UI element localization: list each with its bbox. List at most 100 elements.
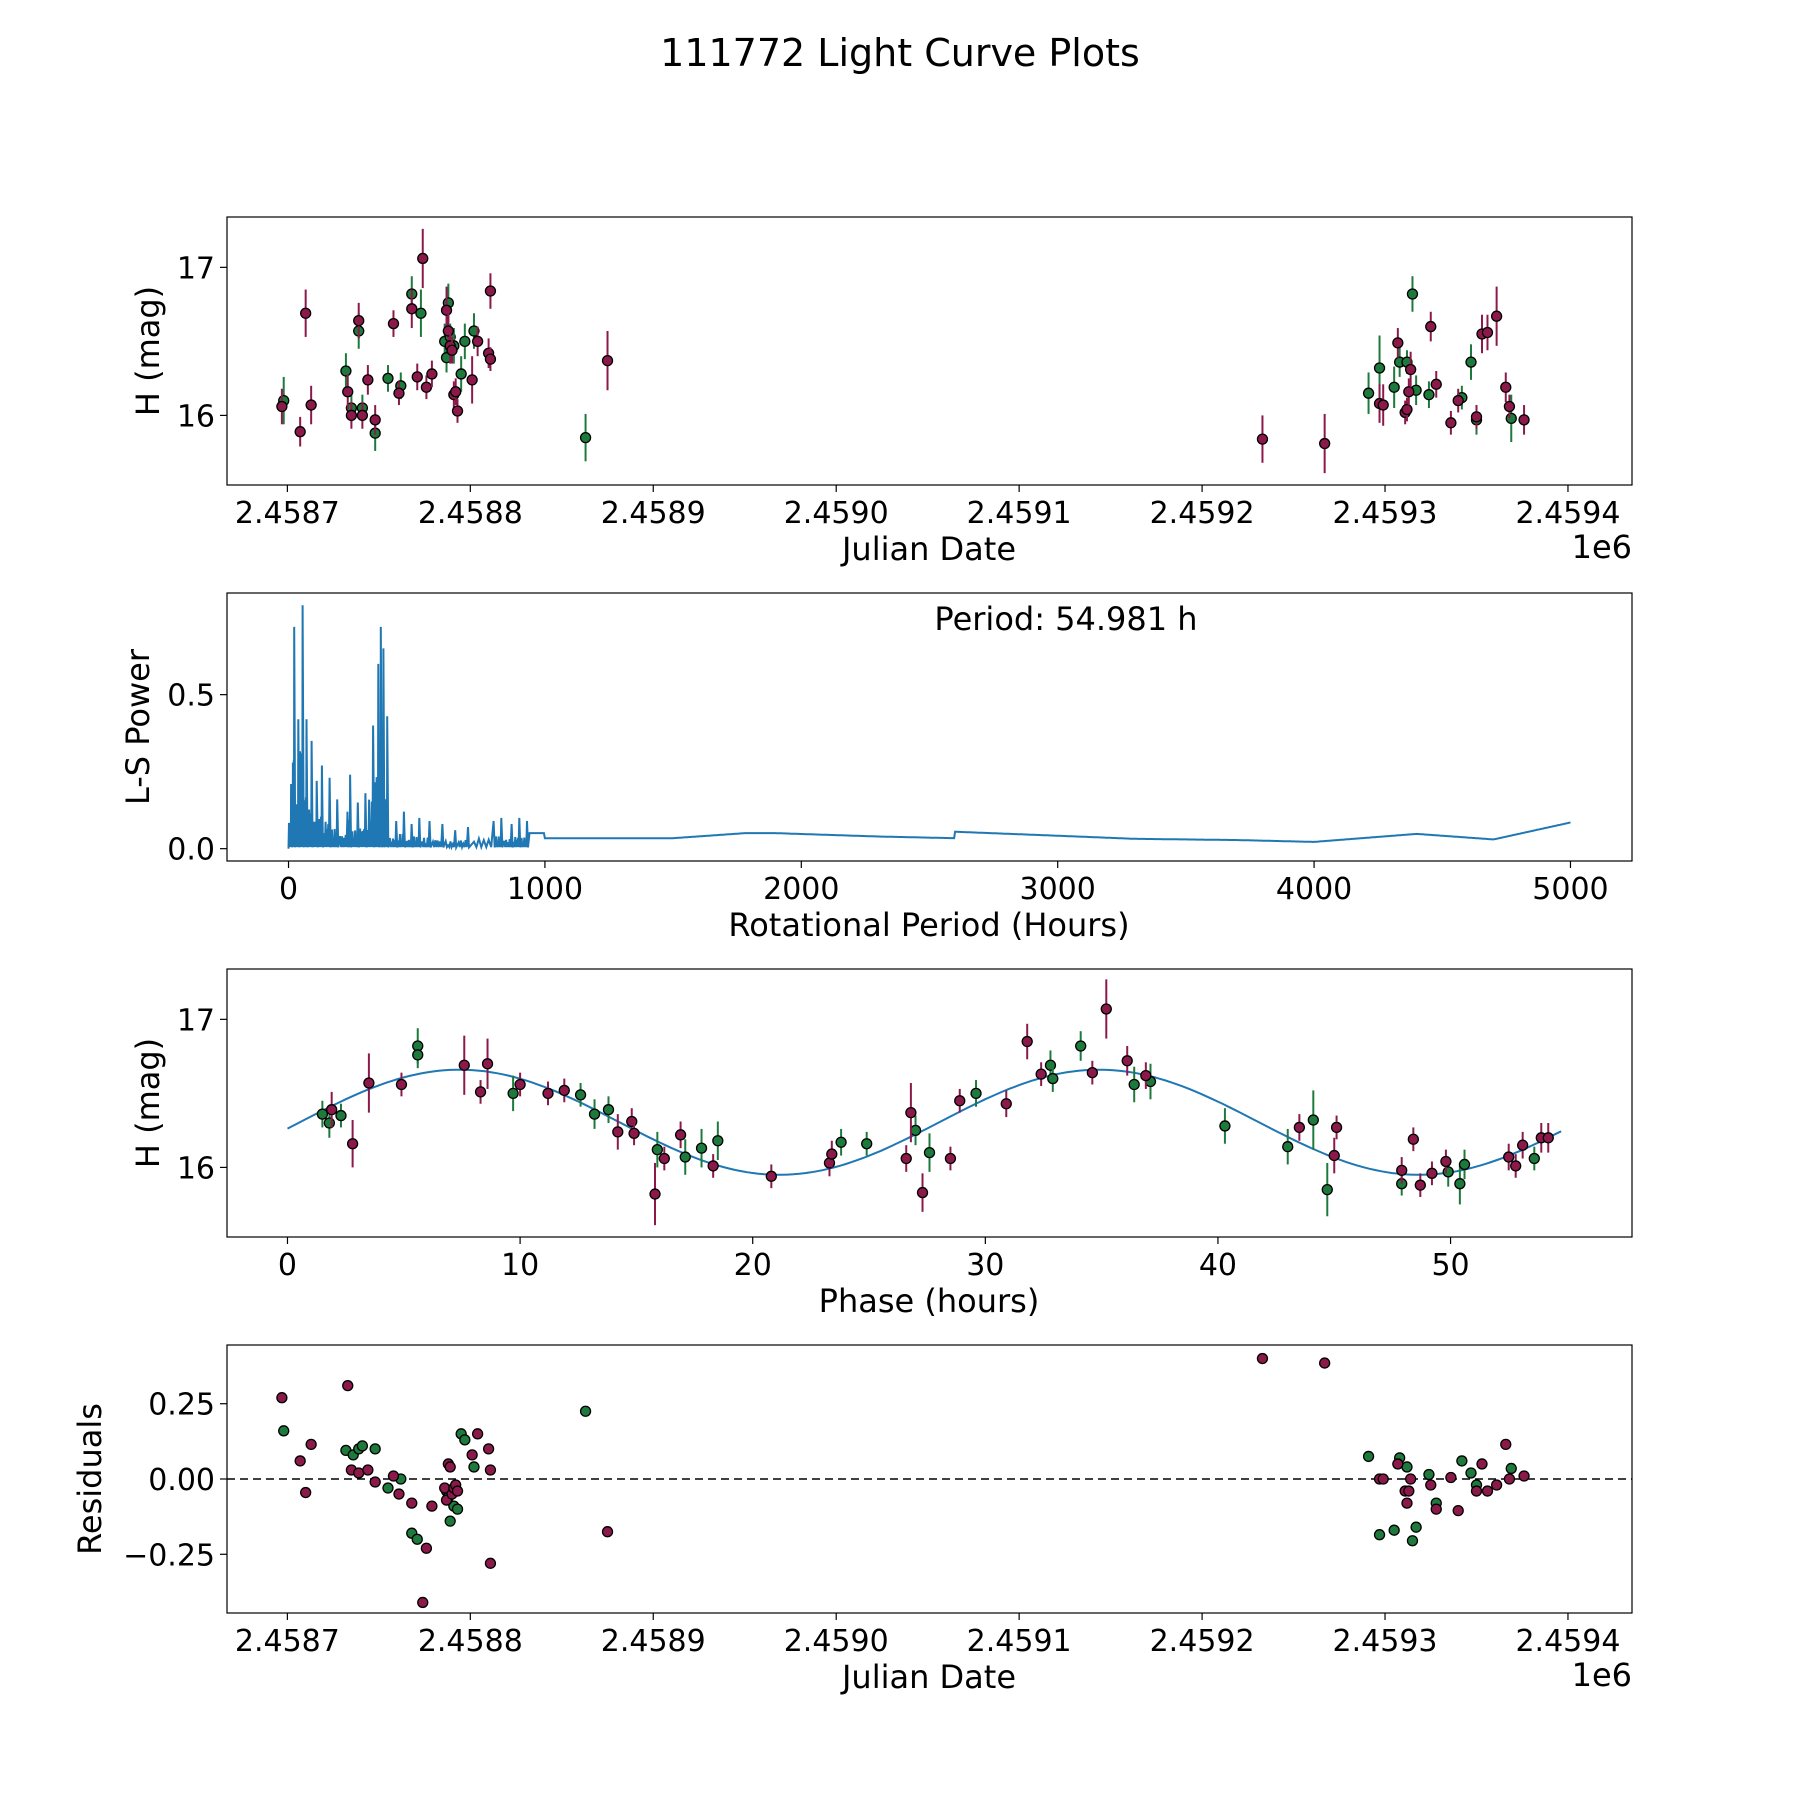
maroon-data-point — [1392, 337, 1404, 349]
maroon-data-point — [1140, 1069, 1152, 1082]
maroon-data-point — [1503, 1151, 1515, 1163]
green-data-point — [1406, 1535, 1419, 1547]
x-tick-label: 50 — [1431, 1248, 1469, 1283]
offset-label: 1e6 — [1572, 528, 1632, 566]
y-tick-label: 16 — [177, 1151, 215, 1186]
green-data-point — [1410, 1521, 1422, 1533]
x-tick-label: 2.4592 — [1150, 496, 1255, 531]
y-axis-label: L-S Power — [119, 648, 157, 805]
x-tick-label: 2.4588 — [418, 496, 523, 531]
plot-area — [226, 968, 1633, 1238]
maroon-data-point — [1430, 1503, 1442, 1515]
maroon-data-point — [471, 1428, 484, 1440]
maroon-data-point — [1328, 1149, 1340, 1162]
maroon-data-point — [369, 1476, 381, 1488]
maroon-data-point — [450, 386, 462, 398]
y-tick-label: 17 — [177, 1003, 215, 1038]
periodogram-panel: 0 1000 2000 3000 4000 5000 0.0 0.5 Period: 54.9… — [119, 592, 1633, 944]
maroon-data-point — [417, 1596, 429, 1609]
maroon-data-point — [1401, 403, 1413, 416]
maroon-data-point — [601, 354, 614, 367]
green-data-point — [1423, 1468, 1435, 1481]
green-data-point — [1456, 1455, 1468, 1467]
green-data-point — [1528, 1152, 1540, 1165]
x-tick-label: 40 — [1199, 1248, 1237, 1283]
x-tick-label: 2.4587 — [235, 1624, 340, 1659]
maroon-data-point — [387, 317, 400, 330]
green-data-point — [574, 1089, 587, 1101]
maroon-data-point — [674, 1129, 687, 1141]
green-data-point — [356, 1440, 369, 1452]
maroon-data-point — [1452, 394, 1464, 407]
maroon-data-point — [466, 1449, 478, 1461]
green-data-point — [835, 1136, 847, 1148]
maroon-data-point — [353, 314, 365, 327]
green-data-point — [335, 1109, 347, 1122]
maroon-data-point — [1121, 1055, 1133, 1067]
green-data-point — [1044, 1059, 1057, 1071]
maroon-data-point — [1445, 417, 1457, 429]
maroon-data-point — [1425, 1479, 1437, 1491]
green-data-point — [588, 1108, 601, 1120]
green-data-point — [468, 1461, 480, 1473]
x-tick-label: 5000 — [1532, 872, 1608, 907]
maroon-data-point — [471, 335, 484, 348]
maroon-data-point — [628, 1127, 640, 1140]
maroon-data-point — [1403, 386, 1415, 398]
maroon-data-point — [1426, 1167, 1438, 1179]
green-data-point — [1454, 1178, 1466, 1190]
maroon-data-point — [658, 1152, 670, 1165]
green-data-point — [861, 1138, 873, 1150]
green-data-point — [451, 1503, 464, 1515]
green-data-point — [1442, 1166, 1454, 1178]
maroon-data-point — [707, 1160, 719, 1172]
maroon-data-point — [916, 1186, 929, 1199]
maroon-data-point — [1377, 1473, 1389, 1485]
x-axis-label: Julian Date — [840, 530, 1016, 568]
plot-area — [226, 592, 1633, 862]
maroon-data-point — [446, 344, 458, 356]
green-data-point — [1321, 1183, 1333, 1196]
maroon-data-point — [451, 1485, 464, 1497]
maroon-data-point — [444, 1461, 456, 1473]
x-axis-label: Julian Date — [840, 1658, 1016, 1696]
green-data-point — [1401, 1461, 1413, 1473]
maroon-data-point — [346, 1138, 359, 1150]
green-data-point — [507, 1087, 519, 1100]
maroon-data-point — [1319, 437, 1331, 450]
maroon-data-point — [420, 1542, 433, 1554]
y-axis-label: H (mag) — [129, 1038, 167, 1168]
maroon-data-point — [440, 304, 453, 316]
green-data-point — [1373, 362, 1386, 374]
maroon-data-point — [420, 381, 433, 393]
green-data-point — [1362, 1450, 1375, 1463]
offset-label: 1e6 — [1572, 1656, 1632, 1694]
green-data-point — [1423, 389, 1435, 401]
plot-area — [226, 216, 1633, 486]
residuals-panel: 2.4587 2.4588 2.4589 2.4590 2.4591 2.4592 2.45… — [71, 1344, 1633, 1696]
maroon-data-point — [1490, 310, 1503, 322]
maroon-data-point — [305, 1438, 317, 1451]
maroon-data-point — [1403, 1485, 1415, 1497]
maroon-data-point — [1542, 1132, 1554, 1144]
maroon-data-point — [342, 386, 354, 398]
green-data-point — [316, 1108, 329, 1120]
maroon-data-point — [484, 285, 497, 297]
y-tick-label: −0.25 — [123, 1538, 215, 1573]
maroon-data-point — [1503, 1473, 1516, 1485]
maroon-data-point — [294, 1455, 306, 1467]
maroon-data-point — [1500, 1438, 1512, 1451]
maroon-data-point — [1470, 1485, 1483, 1497]
maroon-data-point — [305, 399, 317, 411]
maroon-data-point — [558, 1084, 570, 1097]
maroon-data-point — [1518, 1470, 1530, 1482]
periodogram-line — [287, 605, 1571, 852]
figure-title: 111772 Light Curve Plots — [660, 31, 1140, 75]
maroon-data-point — [345, 409, 358, 422]
maroon-data-point — [482, 1443, 495, 1455]
green-data-point — [444, 1515, 456, 1527]
maroon-data-point — [294, 426, 306, 438]
green-data-point — [1362, 387, 1375, 399]
x-tick-label: 2.4588 — [418, 1624, 523, 1659]
maroon-data-point — [1021, 1035, 1033, 1048]
